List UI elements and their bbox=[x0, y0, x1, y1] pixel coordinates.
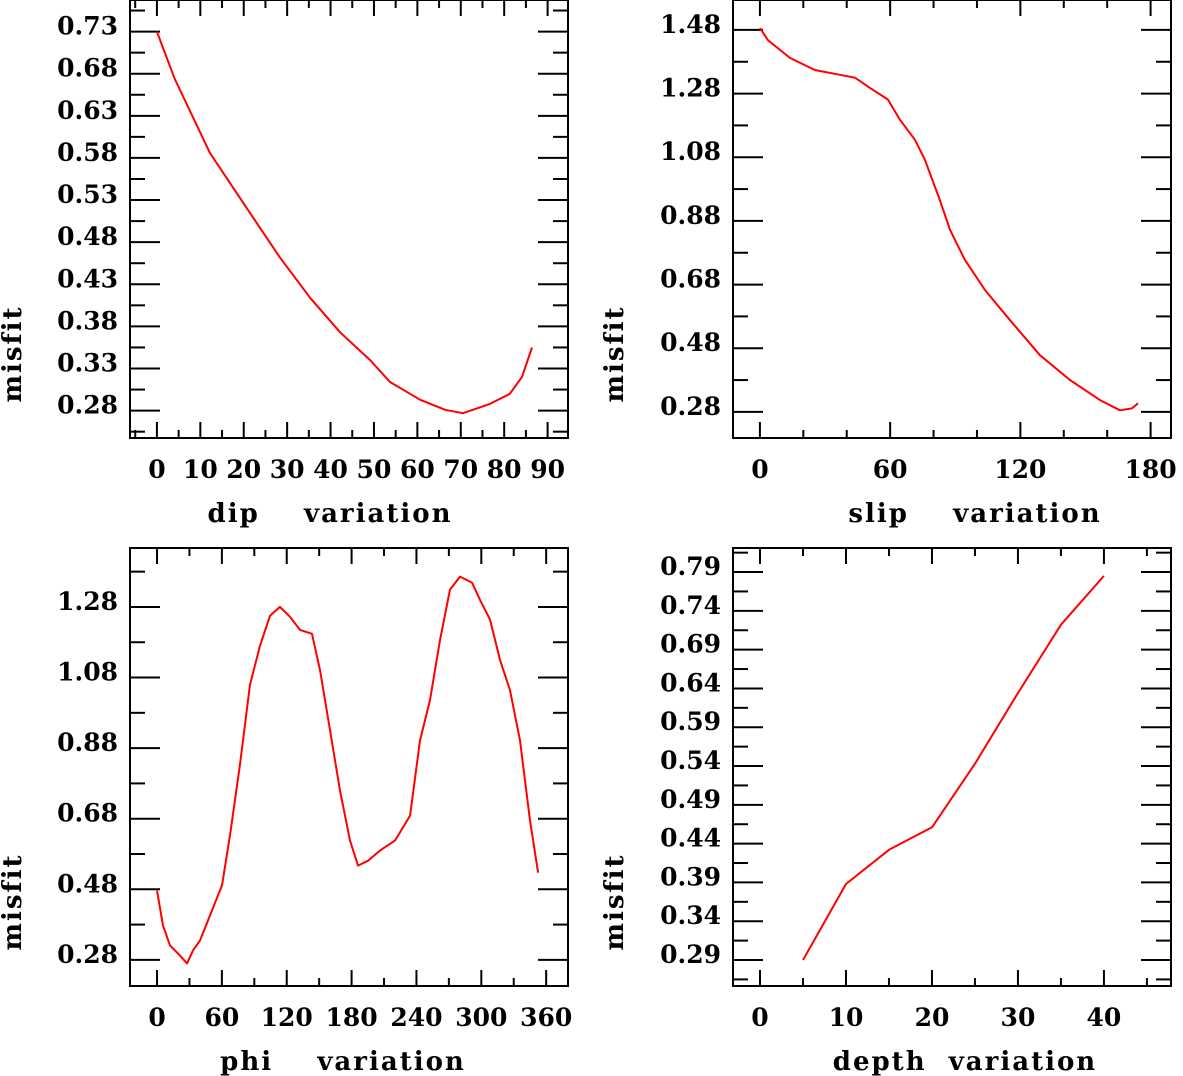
y-axis-title: misfit bbox=[600, 853, 630, 950]
y-tick-label: 0.34 bbox=[660, 901, 721, 930]
y-tick-label: 1.08 bbox=[660, 137, 721, 166]
x-tick-label: 10 bbox=[829, 1003, 864, 1032]
panel-phi: 0 60 120 180 240 300 360 0.28 0.48 0.68 0.88 1.08 1.… bbox=[0, 547, 572, 1076]
series-line-depth bbox=[802, 575, 1105, 961]
y-tick-label: 0.39 bbox=[660, 862, 721, 891]
y-axis-title: misfit bbox=[600, 305, 630, 402]
y-tick-label: 0.28 bbox=[57, 391, 118, 420]
x-tick-label: 40 bbox=[313, 455, 348, 484]
y-tick-label: 0.59 bbox=[660, 707, 721, 736]
x-tick-label: 0 bbox=[148, 455, 165, 484]
x-tick-label: 70 bbox=[443, 455, 478, 484]
x-tick-label: 60 bbox=[400, 455, 435, 484]
y-tick-label: 0.64 bbox=[660, 668, 721, 697]
plot-frame bbox=[732, 547, 1172, 987]
y-tick-label: 0.48 bbox=[660, 328, 721, 357]
y-tick-label: 0.69 bbox=[660, 630, 721, 659]
y-tick-label: 0.48 bbox=[57, 222, 118, 251]
y-tick-label: 0.63 bbox=[57, 96, 118, 125]
x-tick-label: 20 bbox=[226, 455, 261, 484]
y-tick-label: 0.68 bbox=[57, 54, 118, 83]
x-tick-label: 30 bbox=[270, 455, 305, 484]
x-tick-label: 80 bbox=[487, 455, 522, 484]
y-tick-label: 1.28 bbox=[57, 587, 118, 616]
x-tick-label: 360 bbox=[520, 1003, 572, 1032]
x-tick-label: 60 bbox=[204, 1003, 239, 1032]
plot-frame bbox=[129, 547, 569, 987]
y-tick-label: 0.54 bbox=[660, 746, 721, 775]
y-tick-label: 0.53 bbox=[57, 180, 118, 209]
plot-frame bbox=[129, 0, 569, 439]
y-tick-label: 0.49 bbox=[660, 785, 721, 814]
y-tick-label: 0.68 bbox=[57, 799, 118, 828]
y-tick-label: 0.28 bbox=[660, 392, 721, 421]
panel-dip: 0 10 20 30 40 50 60 70 80 90 0.28 0.33 0.38 0.43 0.48 0… bbox=[0, 0, 569, 529]
y-tick-label: 0.44 bbox=[660, 824, 721, 853]
y-tick-label: 1.28 bbox=[660, 74, 721, 103]
y-axis-title: misfit bbox=[0, 305, 28, 402]
x-tick-label: 90 bbox=[530, 455, 565, 484]
x-axis-title: phi variation bbox=[220, 1047, 466, 1076]
x-tick-label: 120 bbox=[261, 1003, 313, 1032]
x-axis-title: slip variation bbox=[848, 499, 1101, 529]
x-tick-label: 50 bbox=[357, 455, 392, 484]
y-tick-label: 1.48 bbox=[660, 10, 721, 39]
y-tick-label: 0.43 bbox=[57, 264, 118, 293]
y-tick-label: 0.29 bbox=[660, 940, 721, 969]
panel-slip: 0 60 120 180 0.28 0.48 0.68 0.88 1.08 1.28 1.48 sli… bbox=[600, 0, 1177, 529]
x-tick-label: 10 bbox=[183, 455, 218, 484]
x-tick-label: 300 bbox=[455, 1003, 507, 1032]
y-tick-label: 0.48 bbox=[57, 869, 118, 898]
x-tick-label: 20 bbox=[915, 1003, 950, 1032]
x-tick-label: 180 bbox=[1125, 455, 1177, 484]
x-tick-label: 120 bbox=[994, 455, 1046, 484]
x-tick-label: 60 bbox=[873, 455, 908, 484]
x-tick-label: 40 bbox=[1087, 1003, 1122, 1032]
x-axis-title: dip variation bbox=[208, 499, 453, 529]
x-tick-label: 0 bbox=[148, 1003, 165, 1032]
y-tick-label: 1.08 bbox=[57, 658, 118, 687]
plot-frame bbox=[732, 0, 1172, 439]
x-tick-label: 240 bbox=[390, 1003, 442, 1032]
y-tick-label: 0.58 bbox=[57, 138, 118, 167]
panel-depth: 0 10 20 30 40 0.29 0.34 0.39 0.44 0.49 0.54 0.59 0.6… bbox=[600, 547, 1172, 1076]
y-tick-label: 0.79 bbox=[660, 552, 721, 581]
y-tick-label: 0.74 bbox=[660, 591, 721, 620]
x-tick-label: 180 bbox=[326, 1003, 378, 1032]
y-axis-title: misfit bbox=[0, 853, 28, 950]
y-tick-label: 0.73 bbox=[57, 12, 118, 41]
y-tick-label: 0.38 bbox=[57, 306, 118, 335]
y-tick-label: 0.68 bbox=[660, 265, 721, 294]
series-line-dip bbox=[155, 31, 533, 415]
series-line-slip bbox=[759, 27, 1139, 412]
x-tick-label: 0 bbox=[751, 455, 768, 484]
y-tick-label: 0.33 bbox=[57, 349, 118, 378]
y-tick-label: 0.88 bbox=[660, 201, 721, 230]
y-tick-label: 0.28 bbox=[57, 940, 118, 969]
x-axis-title: depth variation bbox=[833, 1047, 1097, 1076]
x-tick-label: 30 bbox=[1001, 1003, 1036, 1032]
series-line-phi bbox=[156, 575, 540, 965]
x-tick-label: 0 bbox=[751, 1003, 768, 1032]
y-tick-label: 0.88 bbox=[57, 728, 118, 757]
